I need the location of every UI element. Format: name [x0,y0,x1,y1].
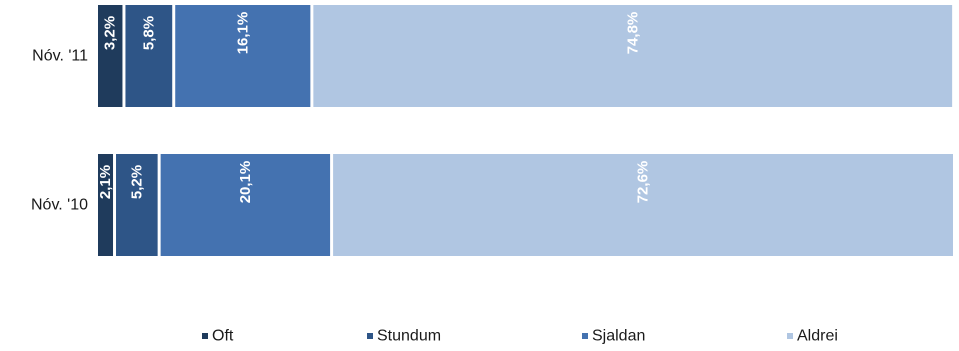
legend-item: Stundum [367,328,441,345]
legend-label: Oft [212,328,234,345]
bar-segment [160,154,331,256]
data-label: 74,8% [624,12,641,55]
legend-label: Aldrei [797,328,838,345]
legend-swatch [202,333,208,339]
legend-item: Aldrei [787,328,838,345]
category-label: Nóv. '10 [31,197,88,214]
bar-group: Nóv. '10 2,1% 5,2% 20,1% 72,6% [31,154,953,256]
data-label: 2,1% [97,165,114,199]
data-label: 16,1% [234,12,251,55]
legend-swatch [367,333,373,339]
legend-swatch [787,333,793,339]
legend-item: Sjaldan [582,328,645,345]
legend: Oft Stundum Sjaldan Aldrei [202,328,838,345]
bar-segment [116,154,158,256]
data-label: 5,8% [140,16,157,50]
bar-segment [125,5,173,107]
plot-area: Nóv. '11 3,2% 5,8% 16,1% 74,8% Nóv. '10 2,1% 5,… [31,5,953,256]
bar-group: Nóv. '11 3,2% 5,8% 16,1% 74,8% [32,5,953,107]
legend-label: Sjaldan [592,328,645,345]
data-label: 5,2% [128,165,145,199]
category-label: Nóv. '11 [32,48,88,65]
data-label: 72,6% [635,161,652,204]
legend-label: Stundum [377,328,441,345]
bar-segment [333,154,953,256]
bar-segment [98,5,123,107]
bar-segment [98,154,114,256]
data-label: 20,1% [237,161,254,204]
legend-swatch [582,333,588,339]
data-label: 3,2% [102,16,119,50]
legend-item: Oft [202,328,234,345]
bar-segment [175,5,311,107]
bar-segment [313,5,953,107]
